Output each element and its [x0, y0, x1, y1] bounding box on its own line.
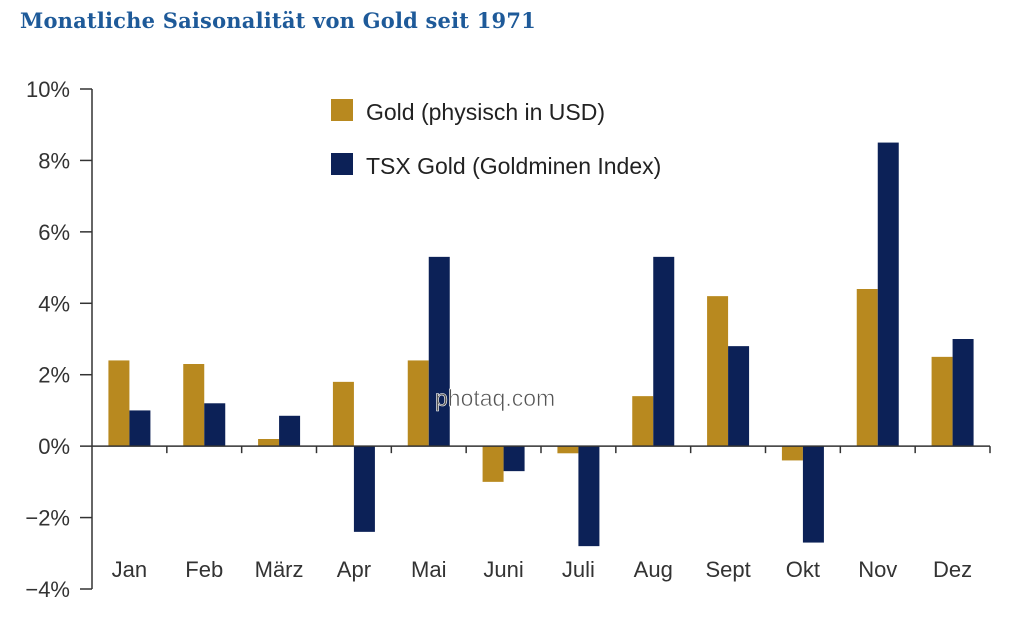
bar-tsx-juli [578, 446, 600, 547]
bar-gold-okt [781, 446, 803, 461]
x-tick-label: Okt [786, 557, 820, 582]
bar-tsx-apr [353, 446, 375, 532]
x-tick-label: Juni [483, 557, 523, 582]
bar-gold-sept [707, 296, 729, 447]
bar-gold-aug [632, 396, 654, 447]
x-tick-label: Feb [185, 557, 223, 582]
bar-tsx-jan [129, 410, 151, 447]
bar-gold-jan [108, 360, 130, 447]
bar-tsx-juni [503, 446, 525, 472]
x-tick-label: Sept [705, 557, 750, 582]
y-tick-label: −4% [25, 577, 70, 602]
legend-label-gold: Gold (physisch in USD) [366, 99, 605, 125]
x-tick-label: Aug [634, 557, 673, 582]
legend-swatch-gold [331, 99, 353, 121]
bar-gold-nov [856, 289, 878, 447]
y-tick-label: 8% [38, 148, 70, 173]
y-tick-label: 10% [26, 77, 70, 102]
legend-label-tsx: TSX Gold (Goldminen Index) [366, 153, 661, 179]
y-tick-label: 0% [38, 434, 70, 459]
x-tick-label: Dez [933, 557, 972, 582]
bar-tsx-märz [279, 415, 301, 447]
legend-swatch-tsx [331, 153, 353, 175]
bar-tsx-okt [802, 446, 824, 543]
bar-gold-märz [258, 439, 280, 447]
x-tick-label: Jan [112, 557, 147, 582]
chart-title: Monatliche Saisonalität von Gold seit 19… [20, 8, 536, 33]
y-tick-label: 6% [38, 220, 70, 245]
legend: Gold (physisch in USD) TSX Gold (Goldmin… [331, 99, 661, 179]
x-tick-label: Mai [411, 557, 446, 582]
x-tick-label: Apr [337, 557, 371, 582]
x-tick-label: März [255, 557, 304, 582]
y-tick-label: −2% [25, 506, 70, 531]
y-tick-label: 4% [38, 291, 70, 316]
x-tick-label: Juli [562, 557, 595, 582]
bar-gold-mai [407, 360, 429, 447]
bar-tsx-aug [653, 256, 675, 447]
bar-gold-juli [557, 446, 579, 454]
x-tick-label: Nov [858, 557, 897, 582]
y-axis: 10% 8% 6% 4% 2% 0% −2% −4% [25, 77, 93, 602]
bar-gold-feb [183, 364, 205, 447]
bar-tsx-sept [728, 346, 750, 447]
x-axis: Jan Feb März Apr Mai Juni Juli Aug Sept Okt Nov Dez [92, 445, 991, 582]
watermark: photaq.com [435, 385, 555, 411]
bar-tsx-dez [952, 339, 974, 447]
y-tick-label: 2% [38, 363, 70, 388]
bar-tsx-feb [204, 403, 226, 447]
bar-tsx-mai [428, 256, 450, 447]
bar-tsx-nov [877, 142, 899, 447]
bar-gold-juni [482, 446, 504, 482]
bar-gold-dez [931, 356, 953, 447]
bars [108, 142, 974, 547]
bar-gold-apr [332, 381, 354, 447]
